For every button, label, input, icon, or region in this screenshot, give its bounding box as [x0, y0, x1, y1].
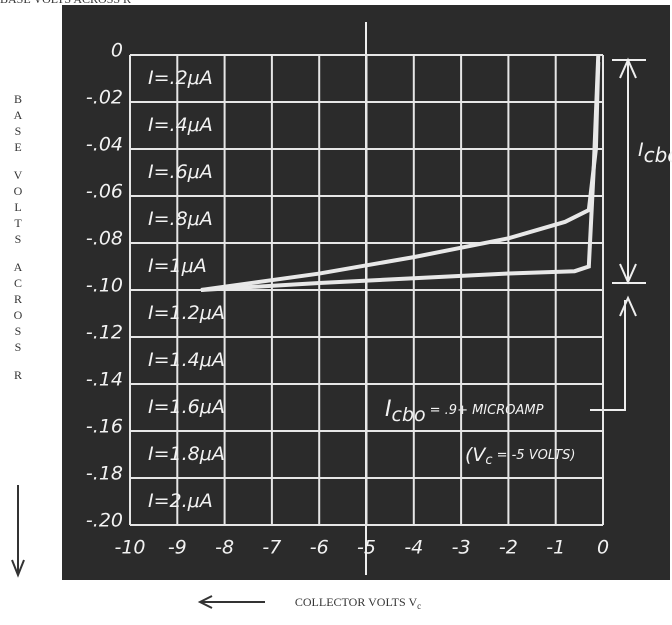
row-label: I=.6μA [148, 161, 213, 183]
y-tick-label: 0 [111, 40, 123, 62]
row-label: I=.4μA [148, 114, 213, 136]
x-tick-label: -1 [546, 537, 565, 559]
x-axis-label: COLLECTOR VOLTS Vc [295, 595, 421, 611]
x-arrow [197, 595, 265, 609]
y-tick-label: -.10 [86, 275, 123, 297]
row-label: I=1.2μA [148, 302, 225, 324]
x-tick-label: 0 [597, 537, 609, 559]
annotation-pointer [590, 295, 637, 411]
x-tick-label: -10 [114, 537, 145, 559]
row-label: I=1μA [148, 255, 207, 277]
y-tick-label: -.20 [86, 510, 123, 532]
row-label: I=1.8μA [148, 443, 225, 465]
y-tick-label: -.06 [86, 181, 123, 203]
y-tick-label: -.14 [86, 369, 123, 391]
x-tick-label: -2 [499, 537, 518, 559]
y-tick-label: -.18 [86, 463, 123, 485]
y-tick-label: -.16 [86, 416, 123, 438]
curve [200, 54, 601, 292]
row-label: I=2.μA [148, 490, 213, 512]
x-tick-label: -5 [357, 537, 376, 559]
x-tick-label: -7 [262, 537, 281, 559]
icbo-label: Icbo [638, 139, 672, 167]
y-tick-label: -.08 [86, 228, 123, 250]
y-arrow [11, 485, 25, 578]
x-tick-label: -4 [404, 537, 423, 559]
y-tick-label: -.12 [86, 322, 123, 344]
y-tick-label: -.02 [86, 87, 123, 109]
annotation: Icbo = .9+ MICROAMP [385, 397, 544, 426]
x-tick-label: -6 [310, 537, 329, 559]
x-tick-label: -8 [215, 537, 234, 559]
row-label: I=1.6μA [148, 396, 225, 418]
x-tick-label: -3 [452, 537, 471, 559]
row-label: I=.2μA [148, 67, 213, 89]
y-tick-label: -.04 [86, 134, 123, 156]
row-label: I=.8μA [148, 208, 213, 230]
row-label: I=1.4μA [148, 349, 225, 371]
x-tick-label: -9 [168, 537, 187, 559]
